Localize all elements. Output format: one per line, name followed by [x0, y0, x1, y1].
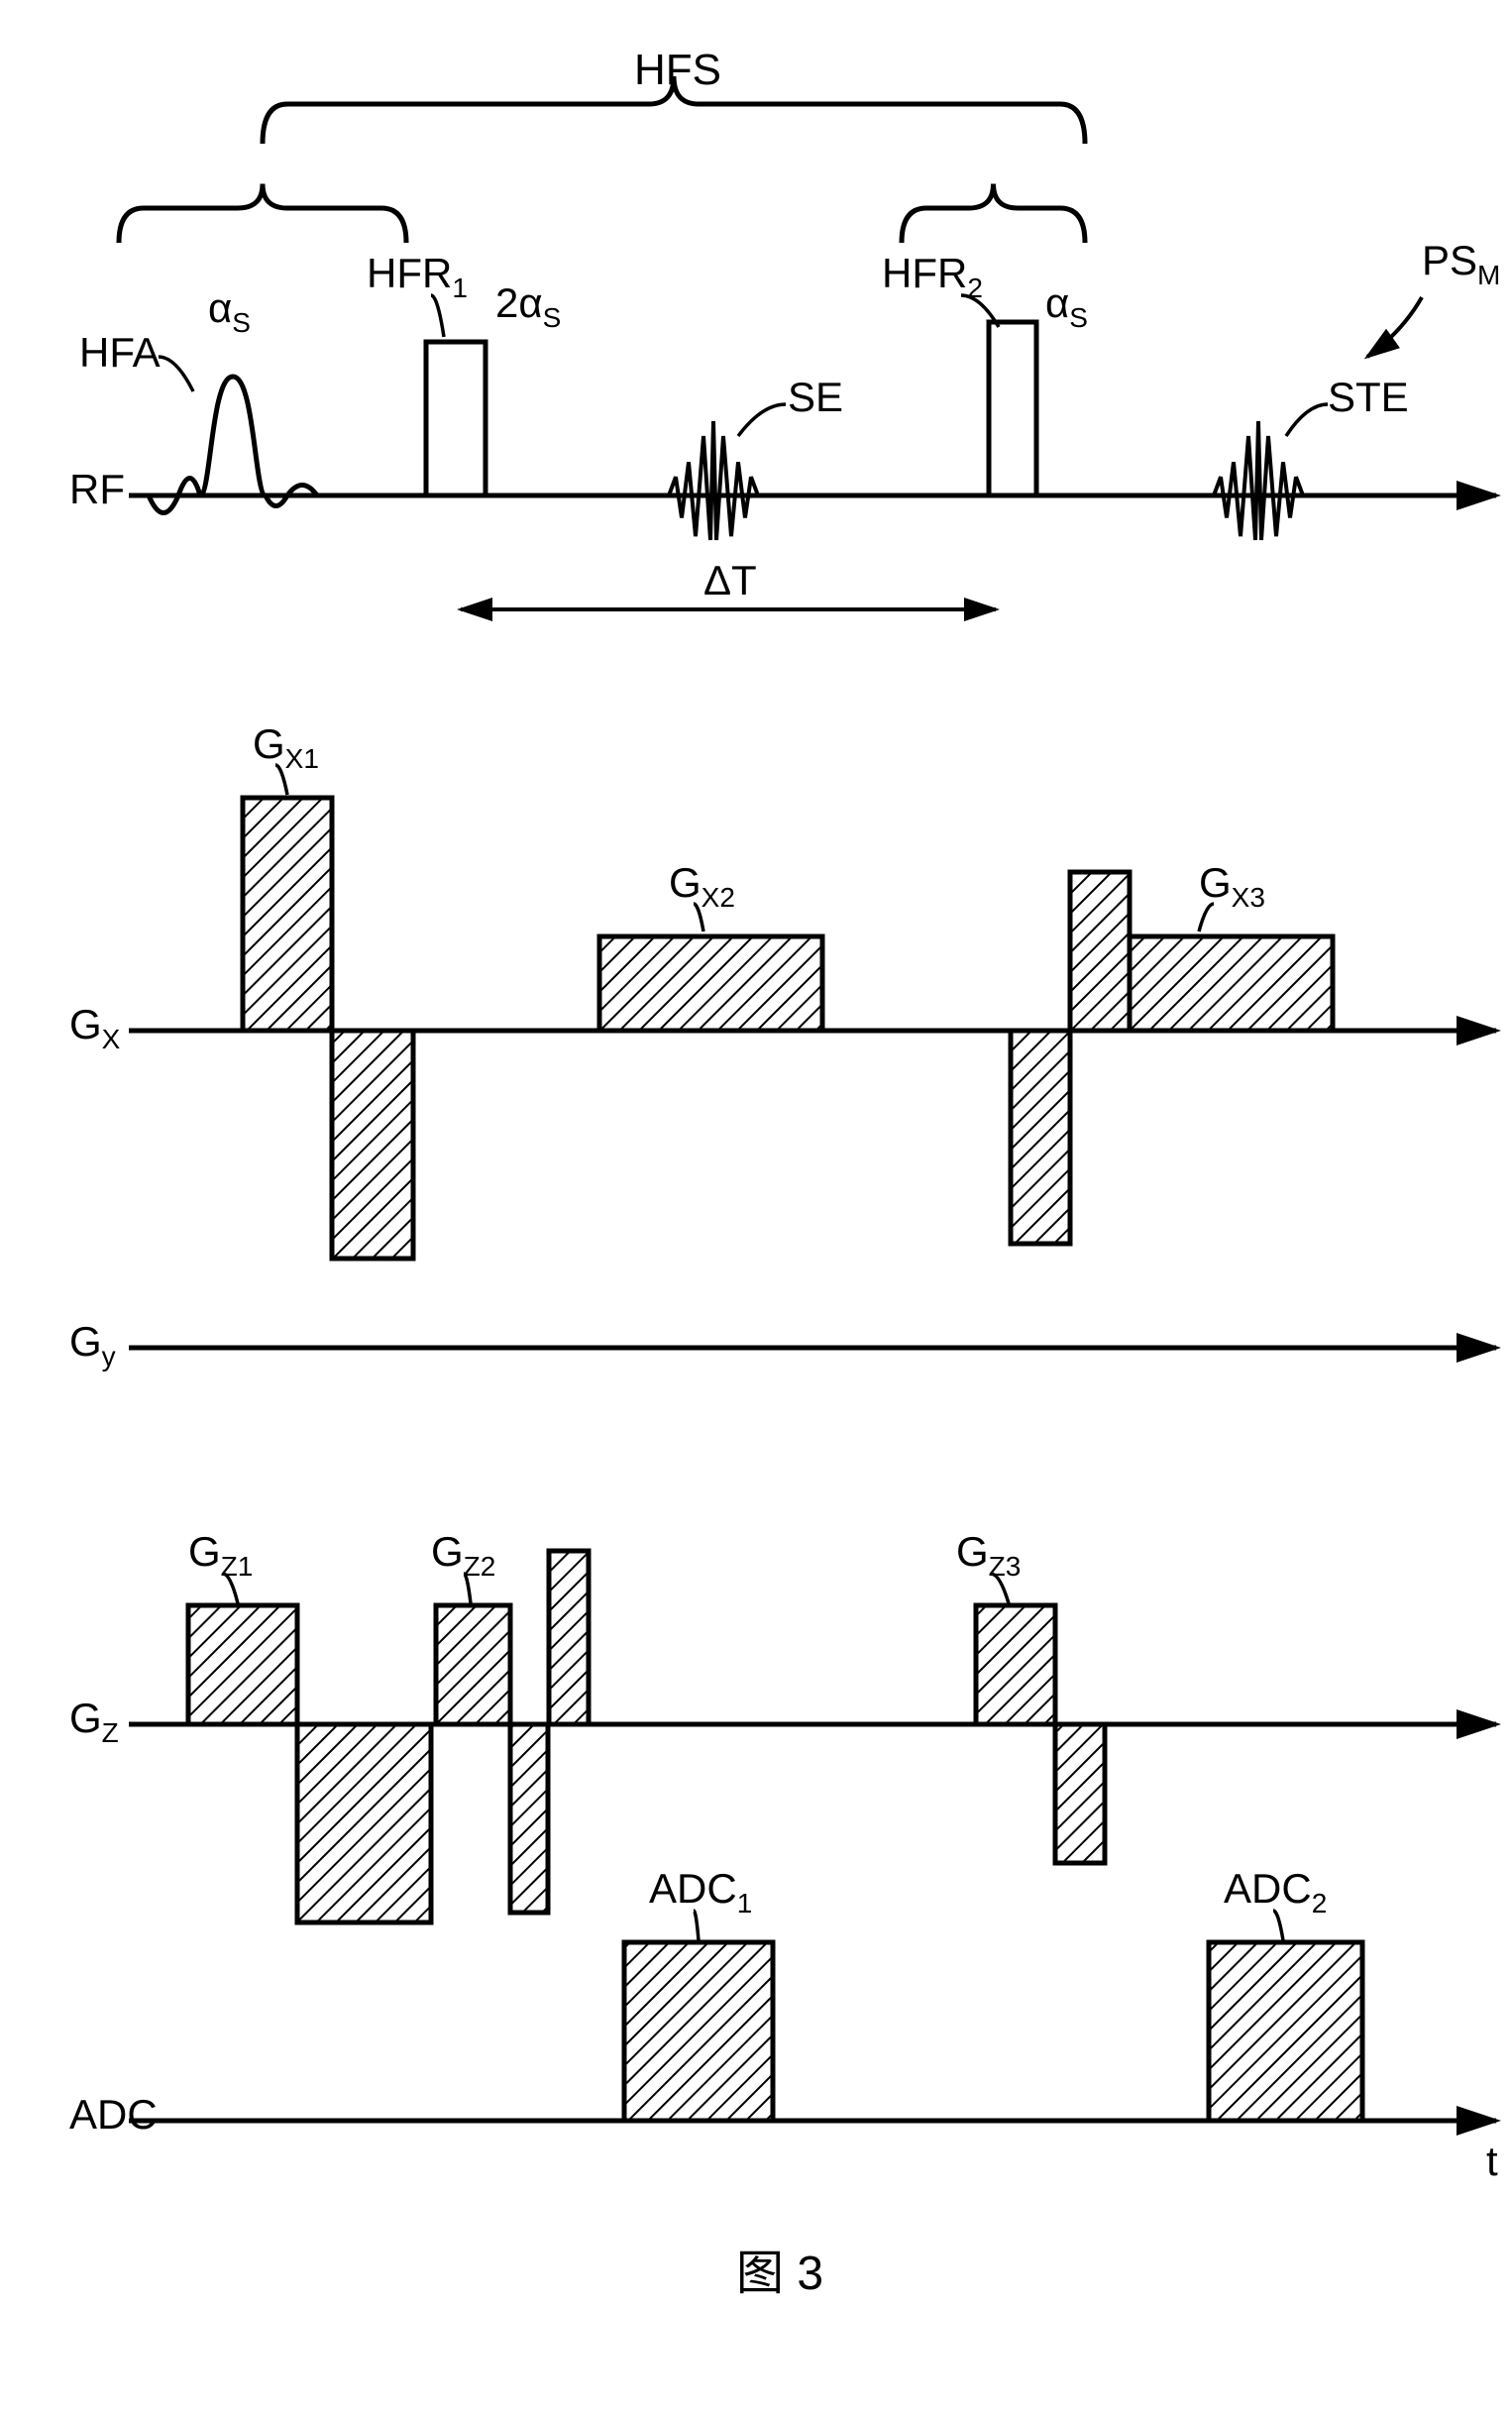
gx2: [599, 936, 822, 1031]
gx1-pos: [243, 798, 332, 1031]
gx1-neg: [332, 1031, 413, 1259]
hfr1-alpha: 2αS: [495, 279, 561, 333]
hfs-label: HFS: [634, 46, 721, 94]
adc1-label: ADC1: [649, 1865, 752, 1919]
figure-caption: 图 3: [736, 2248, 823, 2300]
gz-pos2: [549, 1551, 589, 1724]
adc2: [1209, 1942, 1362, 2121]
gx3-neg: [1011, 1031, 1070, 1244]
hfa-text: HFA: [79, 329, 161, 376]
hfr1-leader: [431, 295, 444, 337]
psm-label: PSM: [1422, 237, 1500, 290]
gx-row-label: GX: [69, 1001, 121, 1054]
dt-label: ΔT: [703, 557, 757, 604]
se-leader: [738, 404, 786, 436]
ste-leader: [1286, 404, 1328, 436]
gz-neg2: [510, 1724, 548, 1913]
hfa-brace: [119, 184, 406, 244]
gx3-leader: [1199, 904, 1214, 932]
gx3-pos1: [1070, 872, 1130, 1031]
hfr2-alpha: αS: [1045, 279, 1088, 333]
hfr2-brace: [902, 184, 1085, 244]
hfa-pulse: [149, 377, 317, 513]
rf-label: RF: [69, 466, 125, 512]
hfr1-label: HFR1: [367, 250, 468, 303]
adc-row-label: ADC: [69, 2091, 158, 2138]
hfr1-pulse: [426, 342, 486, 495]
gz3-neg: [1055, 1724, 1105, 1863]
hfr2-pulse: [989, 322, 1036, 495]
psm-arrow: [1367, 297, 1422, 357]
se-label: SE: [788, 374, 843, 420]
adc1-leader: [694, 1911, 699, 1940]
t-label: t: [1486, 2138, 1498, 2184]
gz2-label: GZ2: [431, 1528, 495, 1582]
gz-row-label: GZ: [69, 1695, 119, 1748]
gx3-pos2: [1130, 936, 1333, 1031]
gy-row-label: Gy: [69, 1318, 116, 1372]
adc2-leader: [1273, 1911, 1283, 1940]
gz1-label: GZ1: [188, 1528, 253, 1582]
gz2-pos: [436, 1605, 510, 1724]
adc1: [624, 1942, 773, 2121]
gz-neg1: [297, 1724, 431, 1922]
hfa-leader: [159, 357, 193, 391]
gz3-label: GZ3: [956, 1528, 1021, 1582]
gx1-label: GX1: [253, 720, 319, 774]
ste-echo: [1214, 421, 1303, 540]
ste-label: STE: [1328, 374, 1409, 420]
gx2-label: GX2: [669, 859, 735, 913]
hfa-alpha: αS: [208, 284, 251, 338]
se-echo: [669, 421, 758, 540]
gz3-pos: [976, 1605, 1055, 1724]
gz1-pos: [188, 1605, 297, 1724]
